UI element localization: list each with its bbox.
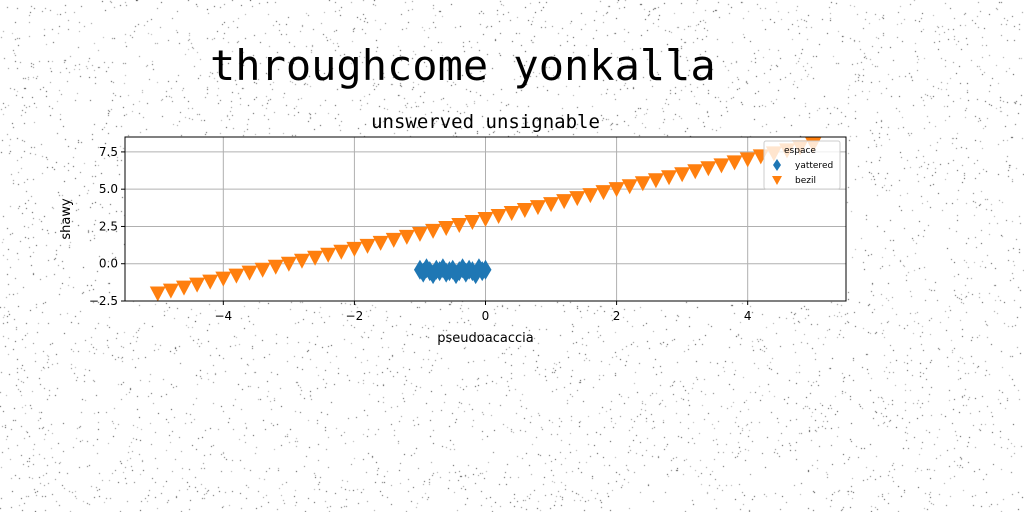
data-point: [687, 164, 704, 180]
data-point: [661, 170, 678, 186]
data-point: [700, 161, 717, 177]
data-point: [254, 262, 271, 278]
series-yattered: [413, 258, 492, 285]
x-tick-label: −4: [214, 309, 232, 323]
data-point: [162, 283, 179, 299]
legend-box: [763, 140, 841, 190]
chart-title: unswerved unsignable: [371, 111, 600, 133]
x-tick-label: 4: [744, 309, 752, 323]
data-point: [215, 271, 232, 287]
data-point: [739, 152, 756, 168]
legend-entry: bezil: [795, 176, 816, 186]
data-point: [228, 268, 245, 284]
data-point: [175, 280, 192, 296]
data-point: [479, 259, 492, 280]
y-tick-label: 2.5: [99, 219, 118, 233]
data-point: [543, 197, 560, 213]
y-tick-label: 0.0: [99, 257, 118, 271]
data-point: [516, 203, 533, 219]
data-point: [293, 253, 310, 269]
data-point: [385, 232, 402, 248]
data-point: [569, 191, 586, 207]
legend-title: espace: [784, 146, 816, 156]
data-point: [411, 226, 428, 242]
data-point: [464, 214, 481, 230]
data-point: [189, 277, 206, 293]
data-point: [477, 212, 494, 227]
page-title: throughcome yonkalla: [210, 41, 716, 90]
y-axis-label: shawy: [59, 198, 74, 240]
data-point: [320, 247, 337, 263]
data-point: [202, 274, 219, 290]
x-tick-label: 0: [482, 309, 490, 323]
legend-entry: yattered: [795, 161, 833, 171]
data-point: [490, 209, 507, 225]
data-point: [556, 194, 573, 210]
data-point: [595, 185, 612, 201]
data-point: [621, 179, 638, 195]
data-point: [241, 265, 258, 281]
y-tick-label: −2.5: [89, 294, 118, 308]
data-point: [398, 229, 415, 245]
data-point: [647, 173, 664, 189]
y-tick-label: 7.5: [99, 145, 118, 159]
data-point: [713, 158, 730, 174]
data-point: [359, 238, 376, 254]
data-point: [280, 256, 297, 272]
data-point: [333, 244, 350, 260]
legend-marker: [772, 176, 782, 185]
data-point: [451, 217, 468, 233]
data-point: [425, 223, 442, 239]
data-point: [608, 182, 625, 198]
x-tick-label: 2: [613, 309, 621, 323]
data-point: [307, 250, 324, 266]
legend-marker: [773, 159, 781, 171]
y-tick-label: 5.0: [99, 182, 118, 196]
data-point: [438, 220, 455, 236]
data-point: [503, 206, 520, 222]
data-point: [674, 167, 691, 183]
data-point: [267, 259, 284, 275]
data-point: [582, 188, 599, 204]
data-point: [372, 235, 389, 251]
data-point: [346, 241, 363, 257]
data-point: [149, 286, 166, 302]
data-point: [529, 200, 546, 216]
data-point: [726, 155, 743, 171]
legend: espace yattered bezil: [763, 140, 841, 190]
x-tick-label: −2: [346, 309, 364, 323]
axis-ticks: −4 −2 0 2 4 −2.5 0.0 2.5 5.0 7.5: [89, 145, 752, 323]
data-point: [634, 176, 651, 192]
x-axis-label: pseudoacaccia: [437, 331, 533, 346]
